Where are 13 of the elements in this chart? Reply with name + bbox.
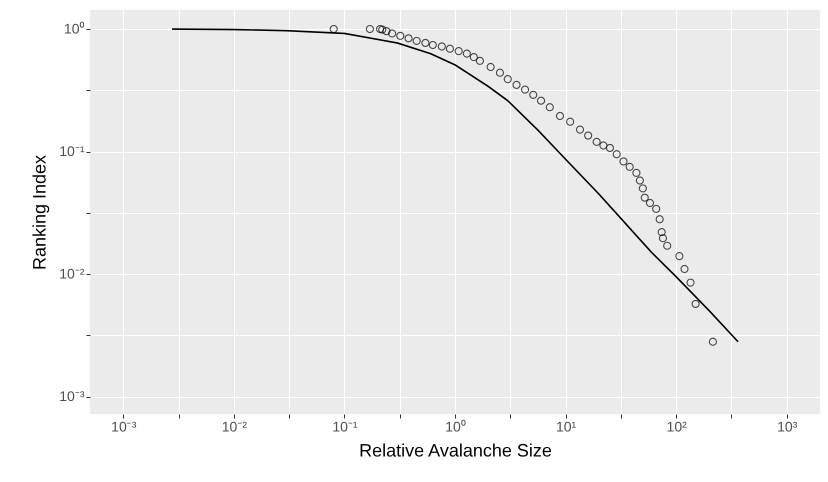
x-tick-label: 10²	[666, 418, 688, 434]
x-tick-label: 10⁻³	[111, 418, 137, 434]
x-tick-label: 10¹	[556, 418, 577, 434]
x-tick-label: 10⁻¹	[332, 418, 358, 434]
y-tick-label: 10⁻¹	[59, 143, 85, 160]
y-tick-label: 10⁰	[64, 20, 84, 37]
y-tick-label: 10⁻²	[59, 266, 85, 282]
y-axis-title: Ranking Index	[29, 154, 50, 270]
x-tick-label: 10³	[777, 418, 798, 434]
x-axis-title: Relative Avalanche Size	[359, 440, 552, 460]
y-tick-label: 10⁻³	[59, 388, 85, 404]
x-tick-label: 10⁻²	[222, 418, 248, 434]
x-tick-label: 10⁰	[445, 418, 466, 434]
